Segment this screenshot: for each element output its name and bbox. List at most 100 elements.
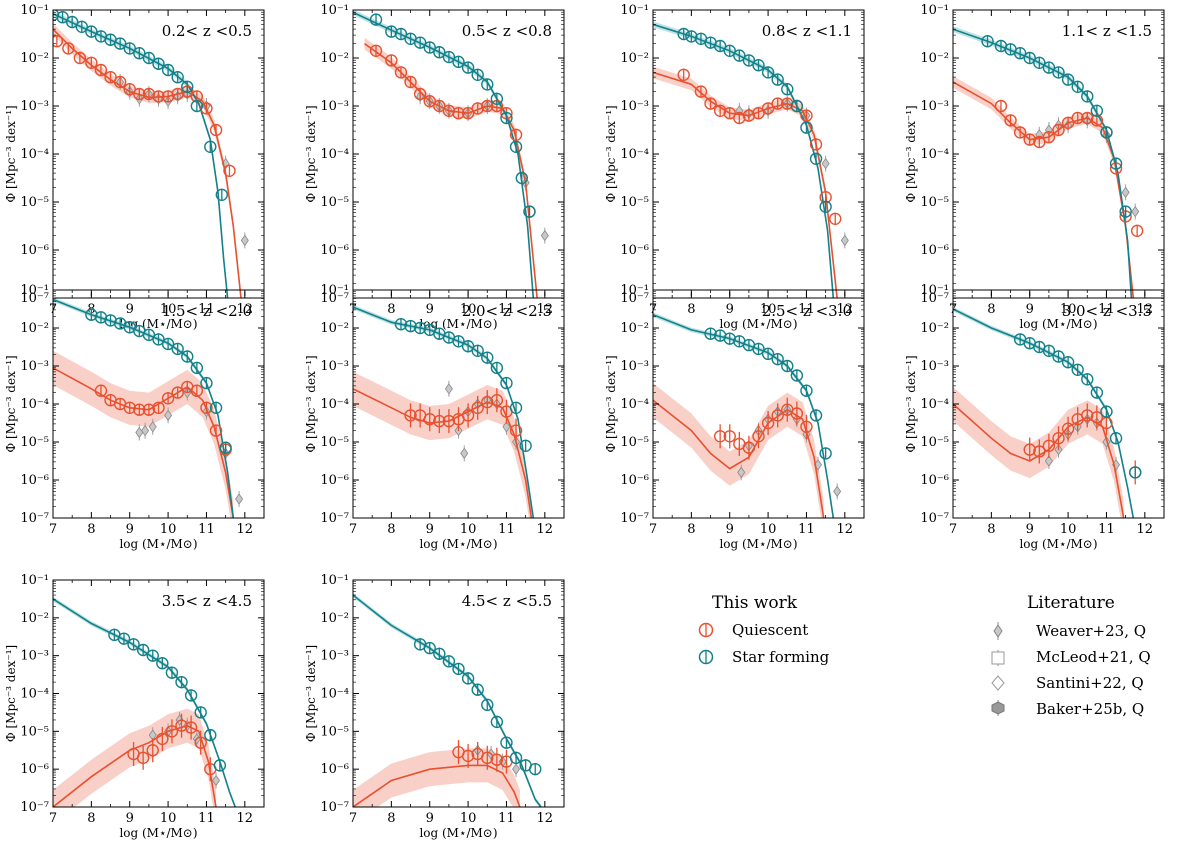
star-forming-point <box>1090 386 1104 399</box>
literature-point <box>135 426 144 439</box>
y-axis-label: Φ [Mpc⁻³ dex⁻¹] <box>304 645 318 742</box>
star-forming-point <box>219 441 232 454</box>
star-forming-point <box>204 728 217 742</box>
quiescent-point <box>433 99 446 113</box>
y-axis-label: Φ [Mpc⁻³ dex⁻¹] <box>604 105 618 202</box>
star-forming-point <box>790 369 804 382</box>
y-tick-label: 10⁻² <box>20 611 49 626</box>
quiescent-band <box>653 383 824 518</box>
star-forming-point <box>213 759 227 772</box>
axes-frame <box>952 9 1165 299</box>
quiescent-point <box>369 44 383 57</box>
star-forming-point <box>461 672 475 685</box>
literature-point <box>141 424 150 437</box>
quiescent-point <box>156 732 169 746</box>
star-forming-point <box>117 632 131 645</box>
redshift-label: 0.8< z <1.1 <box>762 22 852 40</box>
quiescent-point <box>694 85 708 98</box>
y-tick-label: 10⁻⁴ <box>320 687 349 702</box>
quiescent-point <box>73 51 87 65</box>
quiescent-point <box>800 109 813 122</box>
y-tick-label: 10⁻² <box>20 51 49 66</box>
star-forming-point <box>800 121 813 134</box>
quiescent-point <box>471 401 484 414</box>
star-forming-point <box>127 638 140 651</box>
star-forming-point <box>800 384 813 397</box>
quiescent-band <box>953 76 1134 298</box>
star-forming-point <box>500 376 513 390</box>
x-tick-label: 10 <box>160 302 177 317</box>
star-forming-point <box>771 352 784 366</box>
quiescent-point <box>790 407 804 420</box>
x-axis-label: log (M⋆/M⊙) <box>419 826 497 840</box>
star-forming-point <box>1033 56 1046 69</box>
quiescent-point <box>1004 114 1017 127</box>
star-forming-point <box>809 409 823 422</box>
y-axis-label: Φ [Mpc⁻³ dex⁻¹] <box>604 355 618 452</box>
star-forming-point <box>171 70 184 84</box>
y-tick-label: 10⁻³ <box>20 649 49 664</box>
star-forming-point <box>1052 350 1065 363</box>
quiescent-point <box>423 413 436 426</box>
y-tick-label: 10⁻⁷ <box>320 291 349 306</box>
literature-point <box>540 229 549 242</box>
quiescent-point <box>1071 111 1084 125</box>
y-tick-label: 10⁻⁴ <box>920 397 949 412</box>
y-tick-label: 10⁻² <box>620 51 649 66</box>
quiescent-point <box>1033 445 1046 458</box>
star-forming-point <box>404 319 417 333</box>
x-tick-label: 12 <box>837 302 854 317</box>
legend-santini-marker <box>991 675 1005 691</box>
quiescent-point <box>809 138 823 151</box>
star-forming-curve <box>53 598 236 807</box>
star-forming-point <box>215 188 229 202</box>
star-forming-point <box>704 327 717 340</box>
x-axis-label: log (M⋆/M⊙) <box>719 317 797 331</box>
y-tick-label: 10⁻⁵ <box>320 195 349 210</box>
quiescent-point <box>136 751 150 765</box>
star-forming-point <box>1042 344 1056 357</box>
y-tick-label: 10⁻⁵ <box>320 435 349 450</box>
y-tick-label: 10⁻⁵ <box>20 195 49 210</box>
star-forming-curve <box>953 28 1133 298</box>
quiescent-point <box>713 430 727 443</box>
star-forming-point <box>1119 205 1132 218</box>
quiescent-point <box>123 82 136 96</box>
quiescent-point <box>481 751 494 765</box>
quiescent-point <box>742 441 756 454</box>
x-tick-label: 7 <box>649 522 657 537</box>
x-tick-label: 11 <box>1098 522 1115 537</box>
x-tick-label: 10 <box>1060 302 1077 317</box>
legend-mcleod-marker <box>991 650 1005 666</box>
x-tick-label: 12 <box>237 811 254 826</box>
star-forming-point <box>515 171 528 185</box>
legend-weaver-label: Weaver+23, Q <box>1036 622 1146 640</box>
x-tick-label: 11 <box>798 522 815 537</box>
quiescent-point <box>200 401 213 414</box>
star-forming-point <box>1061 356 1075 369</box>
star-forming-point <box>819 447 832 460</box>
plot-area <box>353 592 542 807</box>
quiescent-point <box>771 409 784 422</box>
star-forming-point <box>385 25 398 38</box>
quiescent-point <box>1052 432 1065 445</box>
quiescent-point <box>752 430 765 443</box>
star-forming-band <box>653 21 834 298</box>
y-tick-label: 10⁻⁶ <box>620 473 649 488</box>
star-forming-point <box>742 54 756 67</box>
y-tick-label: 10⁻⁷ <box>920 291 949 306</box>
x-axis-label: log (M⋆/M⊙) <box>719 537 797 551</box>
star-forming-point <box>752 58 765 72</box>
panel-4: 78910111210⁻⁷10⁻⁶10⁻⁵10⁻⁴10⁻³10⁻²10⁻¹log… <box>904 3 1165 331</box>
redshift-label: 4.5< z <5.5 <box>462 592 552 610</box>
star-forming-point <box>509 401 523 414</box>
quiescent-point <box>200 102 213 115</box>
quiescent-point <box>404 409 417 422</box>
quiescent-point <box>175 719 188 732</box>
star-forming-point <box>190 361 204 375</box>
quiescent-point <box>142 87 156 101</box>
quiescent-point <box>723 430 736 443</box>
quiescent-point <box>1052 123 1065 137</box>
x-tick-label: 9 <box>426 302 434 317</box>
quiescent-point <box>509 128 523 142</box>
